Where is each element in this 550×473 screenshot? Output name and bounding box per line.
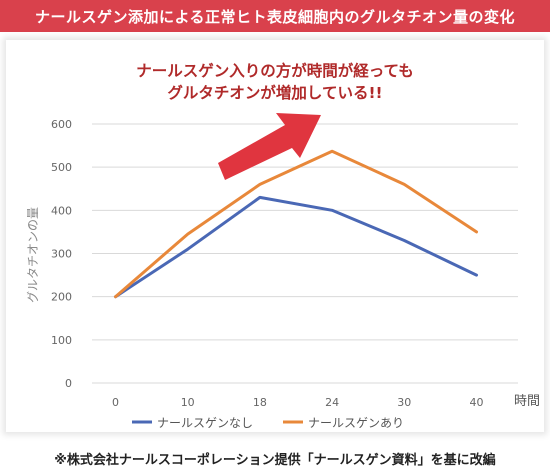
- series-line-with: [114, 149, 478, 299]
- series-line-without: [114, 195, 478, 299]
- banner-title: ナールスゲン添加による正常ヒト表皮細胞内のグルタチオン量の変化: [0, 0, 550, 32]
- arrow-icon-shape: [218, 113, 321, 180]
- source-footnote: ※株式会社ナールスコーポレーション提供「ナールスゲン資料」を基に改編: [54, 453, 496, 468]
- x-tick-label: 30: [397, 396, 411, 409]
- legend: ナールスゲンなし ナールスゲンあり: [132, 416, 404, 430]
- y-axis-label: グルタチオンの量: [26, 207, 40, 303]
- x-tick-label: 18: [253, 396, 267, 409]
- x-tick-labels: 0 10 18 24 30 40: [112, 396, 484, 409]
- legend-label-with: ナールスゲンあり: [308, 416, 404, 430]
- y-tick-label: 100: [51, 334, 72, 347]
- y-tick-label: 600: [51, 118, 72, 131]
- y-tick-label: 400: [51, 204, 72, 217]
- y-tick-label: 200: [51, 291, 72, 304]
- y-tick-label: 500: [51, 161, 72, 174]
- x-tick-label: 0: [112, 396, 119, 409]
- y-tick-label: 0: [65, 377, 72, 390]
- x-tick-label: 40: [470, 396, 484, 409]
- y-tick-label: 300: [51, 248, 72, 261]
- arrow-icon: [218, 113, 321, 180]
- x-axis-label: 時間: [514, 394, 540, 409]
- y-tick-labels: 0 100 200 300 400 500 600: [51, 118, 72, 390]
- callout-line-2: グルタチオンが増加している!!: [167, 84, 383, 102]
- legend-label-without: ナールスゲンなし: [157, 416, 253, 430]
- x-tick-label: 24: [325, 396, 339, 409]
- series-lines: [114, 149, 478, 299]
- callout-line-1: ナールスゲン入りの方が時間が経っても: [136, 62, 414, 80]
- chart-panel: [6, 40, 544, 432]
- x-tick-label: 10: [181, 396, 195, 409]
